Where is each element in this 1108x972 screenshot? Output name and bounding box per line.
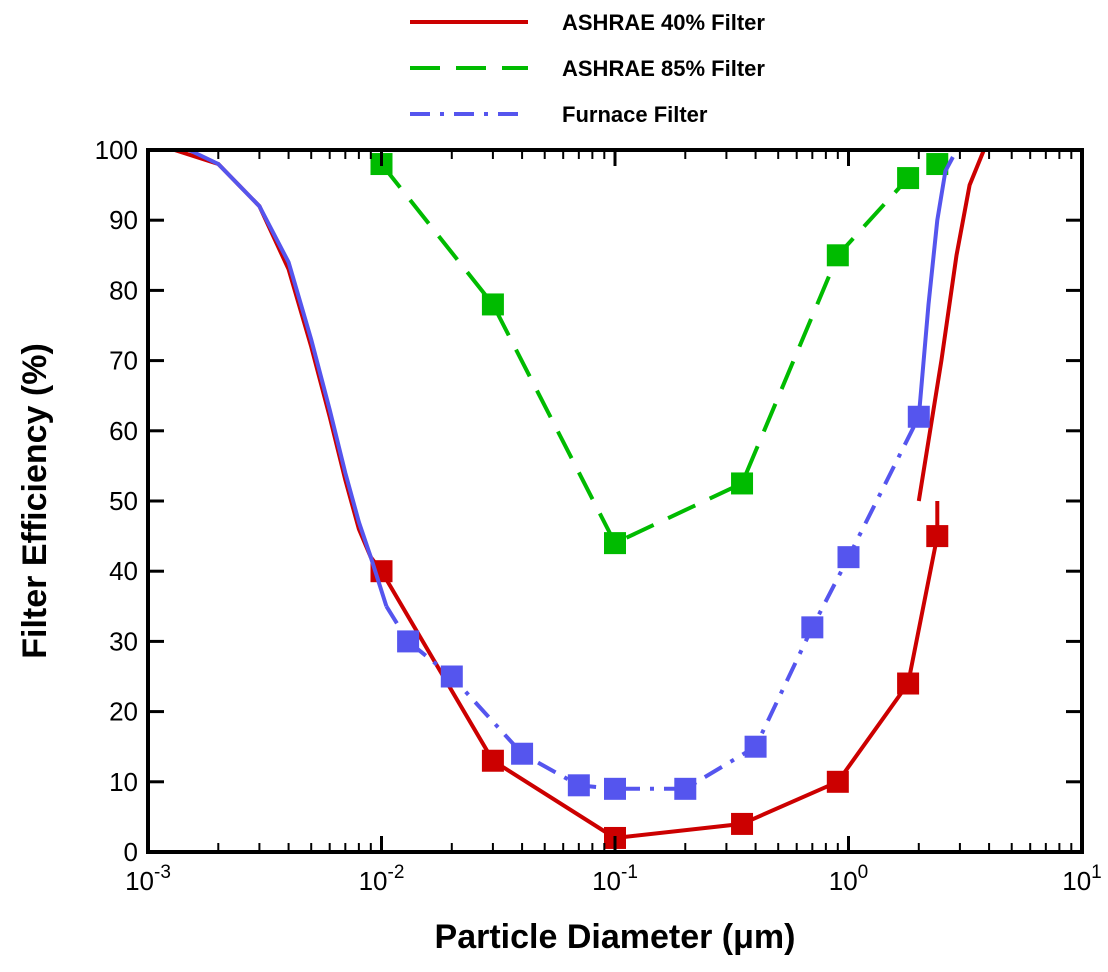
y-tick-label: 100: [95, 135, 138, 165]
data-point: [731, 812, 754, 835]
data-point: [440, 665, 463, 688]
data-point: [744, 735, 767, 758]
x-tick-label: 100: [829, 862, 869, 896]
y-tick-label: 30: [109, 626, 138, 656]
series-curve: [916, 148, 994, 502]
data-point: [826, 770, 849, 793]
x-tick-label: 10-1: [592, 862, 638, 896]
series-2: [188, 148, 955, 800]
series-curve: [188, 148, 389, 607]
y-tick-label: 0: [124, 837, 138, 867]
plot-frame: [146, 148, 1084, 854]
legend-label: ASHRAE 85% Filter: [562, 56, 765, 81]
series-curve: [916, 156, 955, 417]
x-tick-label: 10-3: [125, 862, 171, 896]
series-0: [173, 148, 994, 849]
data-point: [826, 244, 849, 267]
series-line: [379, 501, 940, 841]
y-tick-label: 70: [109, 346, 138, 376]
data-point: [801, 616, 824, 639]
x-tick-label: 101: [1062, 862, 1102, 896]
series-line: [379, 162, 939, 546]
data-point: [397, 630, 420, 653]
data-point: [926, 525, 949, 548]
y-tick-label: 50: [109, 486, 138, 516]
data-point: [674, 777, 697, 800]
data-point: [907, 405, 930, 428]
series-line: [384, 415, 921, 791]
data-point: [567, 774, 590, 797]
legend-label: ASHRAE 40% Filter: [562, 10, 765, 35]
y-tick-label: 60: [109, 416, 138, 446]
series-1: [370, 153, 949, 555]
legend: ASHRAE 40% Filter ASHRAE 85% Filter Furnac…: [410, 10, 765, 127]
series-curve: [173, 148, 384, 573]
data-point: [926, 153, 949, 176]
y-tick-label: 20: [109, 697, 138, 727]
data-point: [837, 546, 860, 569]
data-point: [604, 777, 626, 800]
legend-label: Furnace Filter: [562, 102, 708, 127]
data-point: [731, 472, 754, 495]
ticks-layer: [146, 148, 1082, 854]
labels-layer: 0 10 20 30 40 50 60 70 80 90 100 10-3 10-2 10-1 100 101: [95, 135, 1102, 896]
x-tick-label: 10-2: [359, 862, 405, 896]
data-point: [481, 293, 504, 316]
y-tick-label: 10: [109, 767, 138, 797]
y-tick-label: 80: [109, 275, 138, 305]
y-tick-label: 90: [109, 205, 138, 235]
data-point: [511, 742, 534, 765]
y-axis-title: Filter Efficiency (%): [16, 343, 54, 659]
data-point: [604, 532, 626, 555]
y-tick-label: 40: [109, 556, 138, 586]
series-layer: [173, 148, 994, 849]
x-axis-title: Particle Diameter (μm): [435, 918, 796, 956]
data-point: [897, 672, 920, 695]
data-point: [481, 749, 504, 772]
data-point: [897, 167, 920, 190]
